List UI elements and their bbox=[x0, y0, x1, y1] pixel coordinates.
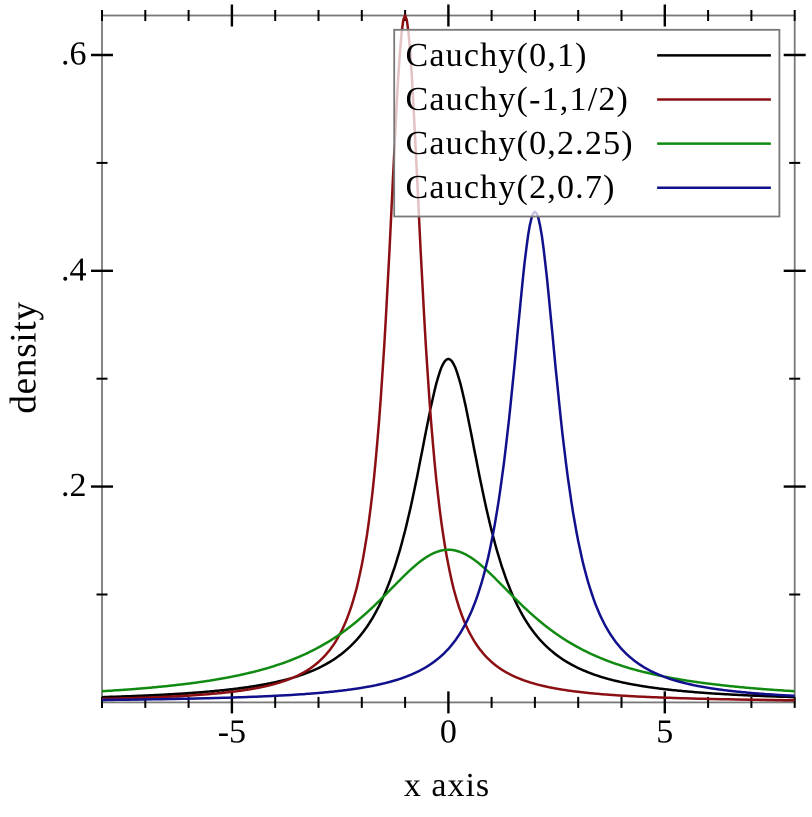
svg-text:.4: .4 bbox=[61, 251, 87, 288]
svg-text:.6: .6 bbox=[61, 36, 87, 73]
svg-text:-5: -5 bbox=[218, 714, 246, 751]
svg-text:5: 5 bbox=[656, 714, 673, 751]
svg-text:density: density bbox=[4, 301, 45, 413]
svg-text:Cauchy(0,1): Cauchy(0,1) bbox=[406, 37, 588, 74]
svg-text:0: 0 bbox=[440, 714, 457, 751]
svg-text:x axis: x axis bbox=[404, 767, 490, 804]
svg-text:Cauchy(-1,1/2): Cauchy(-1,1/2) bbox=[406, 81, 630, 118]
svg-text:Cauchy(2,0.7): Cauchy(2,0.7) bbox=[406, 169, 616, 206]
svg-text:.2: .2 bbox=[61, 467, 87, 504]
svg-text:Cauchy(0,2.25): Cauchy(0,2.25) bbox=[406, 125, 634, 162]
